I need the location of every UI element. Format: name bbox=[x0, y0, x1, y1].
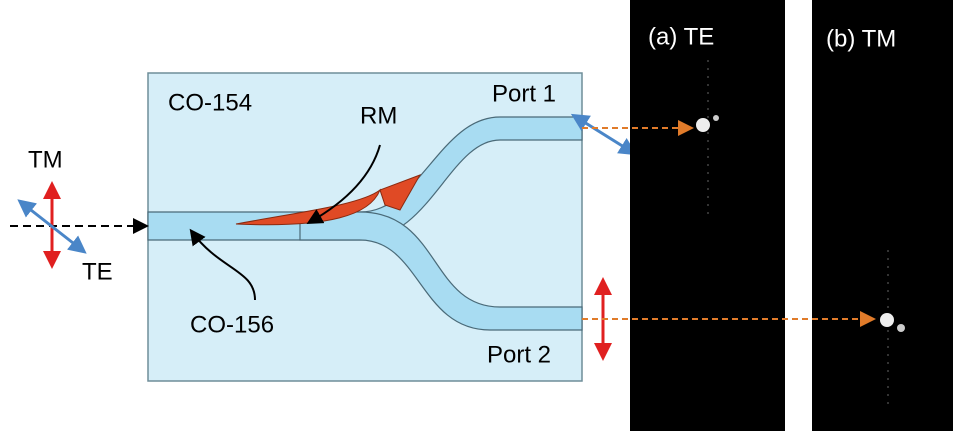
page: TM TE CO-154 RM CO-156 Port 1 Port 2 (a)… bbox=[0, 0, 956, 436]
te-image bbox=[630, 0, 785, 431]
te-spot-small bbox=[713, 115, 719, 121]
mirror-label: RM bbox=[360, 102, 397, 129]
port1-polarization bbox=[576, 117, 632, 152]
tm-spot bbox=[880, 313, 894, 327]
tm-image bbox=[812, 0, 953, 431]
core-label: CO-156 bbox=[190, 311, 274, 338]
tm-label: TM bbox=[28, 146, 63, 173]
tm-image-label: (b) TM bbox=[826, 25, 896, 52]
port2-label: Port 2 bbox=[487, 341, 551, 368]
te-spot bbox=[696, 118, 710, 132]
material-label: CO-154 bbox=[168, 89, 252, 116]
port1-label: Port 1 bbox=[492, 80, 556, 107]
tm-spot-small bbox=[897, 324, 905, 332]
te-label: TE bbox=[82, 258, 113, 285]
te-image-label: (a) TE bbox=[648, 23, 714, 50]
diagram: TM TE CO-154 RM CO-156 Port 1 Port 2 (a)… bbox=[0, 0, 956, 431]
